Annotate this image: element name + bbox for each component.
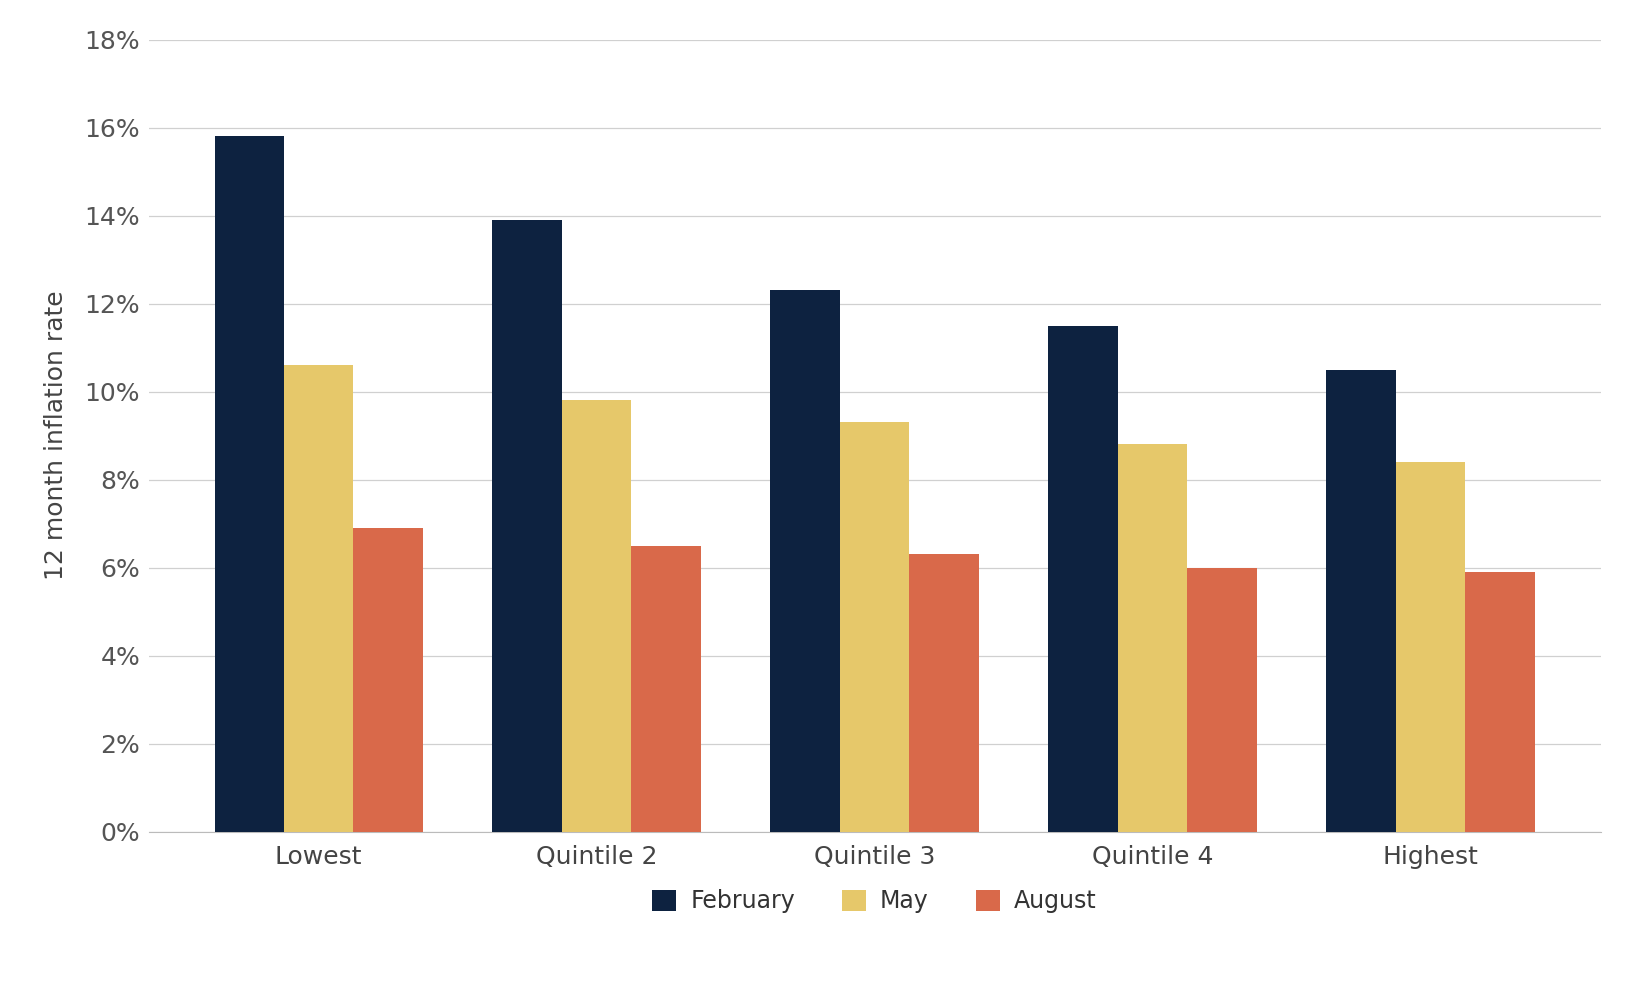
Legend: February, May, August: February, May, August	[644, 880, 1106, 923]
Y-axis label: 12 month inflation rate: 12 month inflation rate	[45, 291, 68, 580]
Bar	[909, 554, 978, 832]
Bar	[632, 545, 701, 832]
Bar	[1048, 326, 1117, 832]
Bar	[1465, 572, 1534, 832]
Bar	[1117, 445, 1186, 832]
Bar	[353, 528, 422, 832]
Bar	[1396, 462, 1465, 832]
Bar	[1186, 567, 1257, 832]
Bar	[284, 365, 353, 832]
Bar	[771, 290, 840, 832]
Bar	[492, 220, 563, 832]
Bar	[563, 400, 632, 832]
Bar	[1327, 369, 1396, 832]
Bar	[214, 137, 284, 832]
Bar	[840, 423, 909, 832]
